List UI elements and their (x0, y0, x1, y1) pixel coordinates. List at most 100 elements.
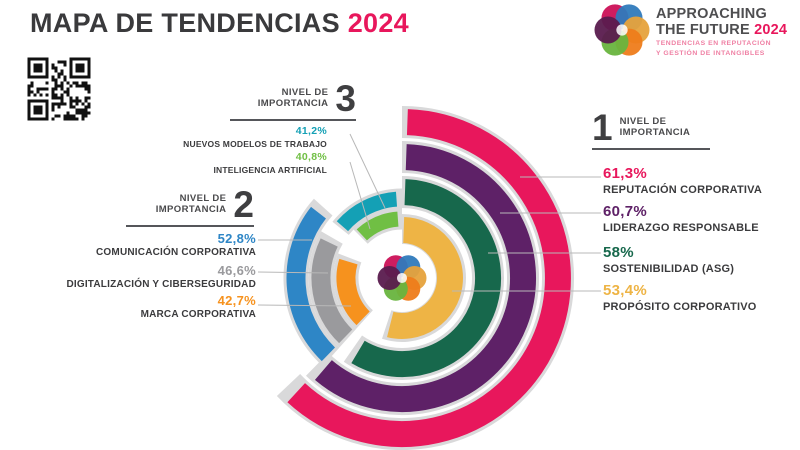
qr-module (39, 66, 43, 70)
value-comunicacion-corporativa: 52,8% (217, 231, 256, 246)
level-2-label-top: NIVEL DE (179, 192, 227, 204)
brand-line2: THE FUTURE 2024 (656, 22, 787, 39)
value-liderazgo-responsable: 60,7% (603, 203, 648, 220)
qr-module (39, 63, 43, 67)
qr-module (72, 114, 76, 118)
qr-module (27, 105, 31, 109)
brand-logo-block: APPROACHING THE FUTURE 2024 TENDENCIAS E… (594, 2, 787, 59)
qr-module (30, 81, 34, 85)
qr-module (33, 117, 37, 121)
qr-module (39, 57, 43, 61)
value-nuevos-modelos-de-trabajo: 41,2% (295, 125, 327, 137)
qr-module (45, 57, 49, 61)
brand-line1: APPROACHING (656, 6, 767, 22)
level-2-label-bottom: IMPORTANCIA (155, 203, 227, 215)
qr-module (81, 57, 85, 61)
qr-module (27, 111, 31, 115)
level-2-header: NIVEL DE IMPORTANCIA 2 (126, 184, 254, 227)
qr-module (60, 72, 64, 76)
flower-center (616, 24, 628, 36)
qr-module (75, 111, 79, 115)
qr-module (72, 105, 76, 109)
label-digitalizacion-y-ciberseguridad: 46,6% DIGITALIZACIÓN Y CIBERSEGURIDAD (66, 264, 256, 290)
qr-module (72, 117, 76, 121)
qr-module (27, 75, 31, 79)
qr-module (36, 75, 40, 79)
arc-sostenibilidad-asg (351, 179, 502, 378)
qr-module (39, 93, 43, 97)
qr-module (69, 96, 73, 100)
qr-module (81, 66, 85, 70)
qr-module (36, 111, 40, 115)
arc-marca-corporativa (336, 258, 371, 326)
qr-module (84, 114, 88, 118)
qr-module (51, 93, 55, 97)
qr-module (75, 66, 79, 70)
qr-module (33, 66, 37, 70)
qr-module (75, 63, 79, 67)
qr-module (60, 96, 64, 100)
arc-comunicaci-n-corporativa (286, 206, 336, 362)
qr-module (39, 117, 43, 121)
qr-module (27, 90, 31, 94)
qr-module (69, 117, 73, 121)
qr-module (30, 75, 34, 79)
qr-module (63, 63, 67, 67)
qr-module (36, 69, 40, 73)
level-2-number: 2 (233, 184, 254, 225)
qr-module (84, 75, 88, 79)
qr-module (87, 69, 91, 73)
qr-module (69, 69, 73, 73)
qr-module (60, 69, 64, 73)
qr-module (54, 96, 58, 100)
level-3-header: NIVEL DE IMPORTANCIA 3 (230, 78, 356, 121)
qr-module (60, 102, 64, 106)
qr-module (54, 102, 58, 106)
qr-module (87, 87, 91, 91)
qr-module (81, 63, 85, 67)
name-inteligencia-artificial: INTELIGENCIA ARTIFICIAL (213, 164, 327, 175)
qr-module (75, 117, 79, 121)
qr-module (42, 117, 46, 121)
qr-module (54, 93, 58, 97)
name-marca-corporativa: MARCA CORPORATIVA (140, 309, 256, 320)
qr-module (33, 69, 37, 73)
qr-module (51, 108, 55, 112)
qr-module (51, 90, 55, 94)
qr-module (36, 66, 40, 70)
qr-module (81, 102, 85, 106)
name-sostenibilidad-asg: SOSTENIBILIDAD (ASG) (603, 263, 735, 275)
qr-module (84, 108, 88, 112)
qr-module (27, 57, 31, 61)
qr-module (81, 75, 85, 79)
qr-module (63, 114, 67, 118)
qr-module (69, 60, 73, 64)
qr-module (63, 75, 67, 79)
qr-module (75, 99, 79, 103)
qr-module (81, 111, 85, 115)
qr-module (51, 66, 55, 70)
qr-module (45, 72, 49, 76)
label-nuevos-modelos-de-trabajo: 41,2% NUEVOS MODELOS DE TRABAJO (183, 126, 327, 148)
qr-module (45, 111, 49, 115)
qr-module (81, 69, 85, 73)
page-title: MAPA DE TENDENCIAS 2024 (30, 8, 409, 39)
value-sostenibilidad-asg: 58% (603, 244, 634, 261)
arc-liderazgo-responsable (314, 144, 536, 412)
brand-flower-icon (594, 4, 650, 56)
value-reputacion-corporativa: 61,3% (603, 165, 648, 182)
qr-module (84, 81, 88, 85)
qr-module (27, 108, 31, 112)
level-3-number: 3 (335, 78, 356, 119)
name-comunicacion-corporativa: COMUNICACIÓN CORPORATIVA (96, 247, 256, 258)
qr-module (57, 105, 61, 109)
qr-module (30, 84, 34, 88)
qr-module (54, 81, 58, 85)
qr-module (69, 63, 73, 67)
qr-module (39, 75, 43, 79)
qr-module (66, 87, 70, 91)
qr-module (39, 87, 43, 91)
brand-text: APPROACHING THE FUTURE 2024 TENDENCIAS E… (656, 2, 787, 59)
arc-nuevos-modelos-de-trabajo (336, 191, 398, 232)
